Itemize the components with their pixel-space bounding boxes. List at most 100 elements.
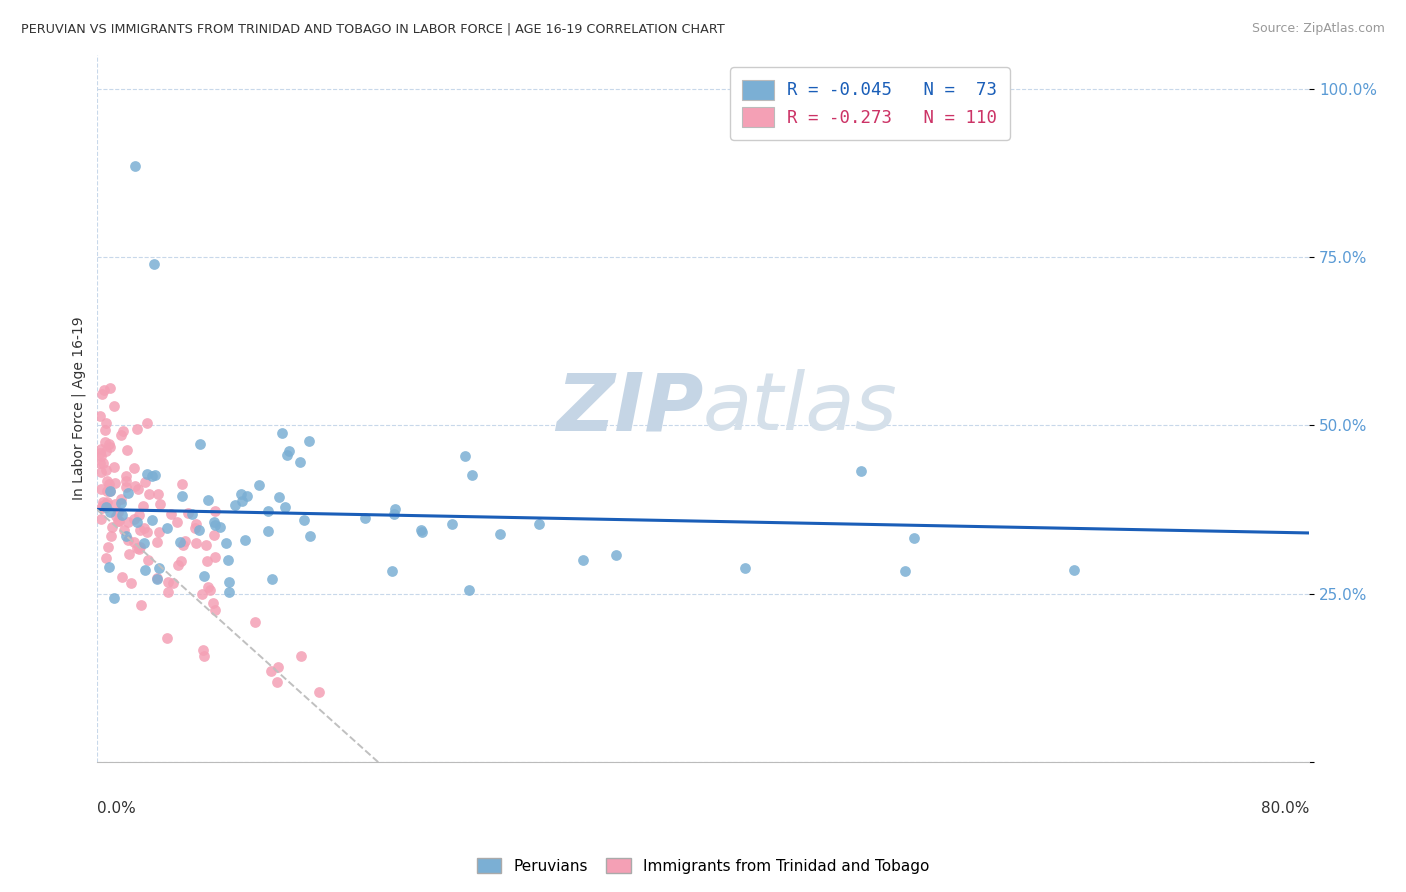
Point bbox=[195, 538, 218, 552]
Point bbox=[97, 476, 120, 491]
Point bbox=[136, 416, 159, 430]
Point bbox=[127, 482, 149, 496]
Point bbox=[353, 510, 375, 524]
Point bbox=[90, 386, 112, 401]
Point bbox=[90, 499, 112, 513]
Point bbox=[134, 563, 156, 577]
Point bbox=[100, 519, 122, 533]
Point bbox=[162, 576, 184, 591]
Point bbox=[96, 497, 118, 511]
Point bbox=[125, 541, 148, 555]
Point bbox=[257, 504, 280, 518]
Text: atlas: atlas bbox=[703, 369, 898, 448]
Point bbox=[91, 495, 114, 509]
Point bbox=[202, 596, 225, 610]
Point bbox=[298, 434, 321, 449]
Point bbox=[110, 428, 132, 442]
Point bbox=[231, 487, 253, 501]
Point bbox=[107, 514, 129, 528]
Point bbox=[132, 536, 155, 550]
Point bbox=[117, 533, 139, 548]
Point bbox=[105, 508, 128, 523]
Point bbox=[209, 520, 232, 534]
Point bbox=[278, 443, 301, 458]
Point bbox=[734, 561, 756, 575]
Text: 80.0%: 80.0% bbox=[1261, 801, 1309, 815]
Point bbox=[93, 434, 115, 449]
Point bbox=[98, 559, 121, 574]
Point bbox=[457, 582, 479, 597]
Point bbox=[270, 425, 292, 440]
Point bbox=[198, 583, 221, 598]
Point bbox=[97, 541, 120, 555]
Point bbox=[136, 467, 159, 481]
Point bbox=[489, 527, 512, 541]
Point bbox=[98, 483, 121, 498]
Point bbox=[128, 508, 150, 523]
Point bbox=[117, 515, 139, 529]
Point bbox=[100, 529, 122, 543]
Point bbox=[100, 440, 122, 454]
Point bbox=[148, 524, 170, 539]
Text: 0.0%: 0.0% bbox=[97, 801, 135, 815]
Point bbox=[204, 504, 226, 518]
Point bbox=[156, 574, 179, 589]
Point bbox=[461, 468, 484, 483]
Point bbox=[184, 536, 207, 550]
Point bbox=[529, 517, 551, 532]
Point bbox=[146, 535, 169, 549]
Point bbox=[167, 558, 190, 572]
Point bbox=[308, 684, 330, 698]
Point bbox=[218, 574, 240, 589]
Point bbox=[257, 524, 280, 538]
Point bbox=[454, 450, 477, 464]
Point bbox=[195, 554, 218, 568]
Point bbox=[122, 535, 145, 549]
Point bbox=[90, 449, 112, 463]
Point bbox=[204, 550, 226, 565]
Legend: R = -0.045   N =  73, R = -0.273   N = 110: R = -0.045 N = 73, R = -0.273 N = 110 bbox=[730, 68, 1010, 139]
Point bbox=[197, 492, 219, 507]
Point bbox=[110, 496, 132, 510]
Point bbox=[233, 533, 256, 547]
Point bbox=[193, 569, 215, 583]
Point bbox=[276, 448, 298, 462]
Point bbox=[411, 525, 433, 540]
Point bbox=[290, 648, 312, 663]
Point bbox=[605, 548, 627, 562]
Legend: Peruvians, Immigrants from Trinidad and Tobago: Peruvians, Immigrants from Trinidad and … bbox=[471, 852, 935, 880]
Point bbox=[571, 553, 593, 567]
Point bbox=[202, 527, 225, 541]
Point bbox=[172, 538, 194, 552]
Point bbox=[122, 461, 145, 475]
Point bbox=[110, 491, 132, 506]
Point bbox=[108, 514, 131, 528]
Point bbox=[96, 495, 118, 509]
Point bbox=[156, 521, 179, 535]
Point bbox=[98, 505, 121, 519]
Point bbox=[269, 491, 291, 505]
Point bbox=[903, 532, 925, 546]
Point bbox=[193, 649, 215, 664]
Point bbox=[440, 516, 463, 531]
Point bbox=[143, 257, 166, 271]
Point bbox=[169, 534, 191, 549]
Point bbox=[94, 444, 117, 458]
Point bbox=[96, 474, 118, 488]
Point bbox=[90, 465, 112, 479]
Text: PERUVIAN VS IMMIGRANTS FROM TRINIDAD AND TOBAGO IN LABOR FORCE | AGE 16-19 CORRE: PERUVIAN VS IMMIGRANTS FROM TRINIDAD AND… bbox=[21, 22, 725, 36]
Point bbox=[117, 485, 139, 500]
Point bbox=[118, 547, 141, 561]
Point bbox=[141, 469, 163, 483]
Point bbox=[245, 615, 267, 630]
Point bbox=[103, 399, 125, 413]
Point bbox=[96, 416, 118, 430]
Point bbox=[170, 489, 193, 503]
Point bbox=[274, 500, 297, 515]
Point bbox=[184, 521, 207, 535]
Point bbox=[298, 529, 321, 543]
Point bbox=[292, 513, 315, 527]
Point bbox=[89, 456, 111, 470]
Point bbox=[91, 501, 114, 516]
Point bbox=[197, 581, 219, 595]
